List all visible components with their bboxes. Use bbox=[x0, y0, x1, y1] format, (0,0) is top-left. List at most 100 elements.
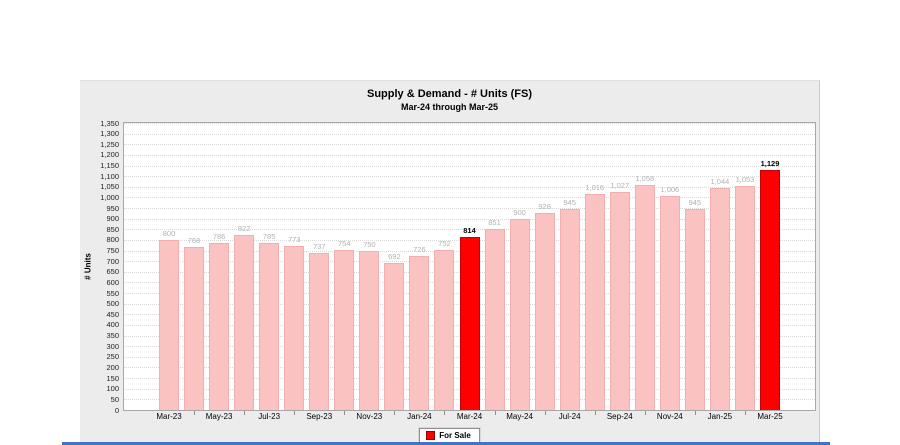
x-tick-label: Jul-24 bbox=[558, 412, 581, 421]
y-tick-label: 1,050 bbox=[100, 182, 119, 192]
x-tick-mark bbox=[644, 411, 646, 415]
y-tick-label: 600 bbox=[106, 277, 119, 287]
x-tick-label: Jan-24 bbox=[407, 412, 432, 421]
bar-Nov-24 bbox=[659, 196, 680, 410]
bar-value-label: 1,006 bbox=[660, 185, 680, 195]
bar-value-label: 928 bbox=[538, 201, 551, 211]
bar-May-23 bbox=[209, 242, 230, 410]
gridline bbox=[124, 197, 815, 199]
bar-Sep-24 bbox=[609, 191, 630, 410]
gridline bbox=[124, 176, 815, 178]
chart-title: Supply & Demand - # Units (FS) bbox=[366, 88, 532, 100]
x-tick-label: Sep-23 bbox=[306, 412, 333, 421]
chart-panel: Supply & Demand - # Units (FS) Mar-24 th… bbox=[62, 80, 830, 445]
bar-Oct-23 bbox=[334, 249, 355, 410]
bar-Jul-24 bbox=[559, 209, 580, 410]
bar-value-label: 786 bbox=[212, 231, 226, 241]
chart-subtitle: Mar-24 through Mar-25 bbox=[400, 102, 498, 112]
bar-Feb-25 bbox=[734, 186, 755, 410]
bar-value-label: 754 bbox=[338, 238, 351, 248]
bar-Jan-25 bbox=[709, 188, 730, 410]
bar-value-label: 752 bbox=[438, 239, 451, 249]
bar-value-label: 768 bbox=[187, 235, 201, 245]
x-tick-mark bbox=[444, 411, 446, 415]
x-tick-mark bbox=[244, 411, 246, 415]
y-tick-label: 100 bbox=[106, 384, 119, 394]
plot-area: 800 768 786 822 785 773 737 754 750 692 726 752 814 8… bbox=[123, 122, 816, 411]
gridline bbox=[124, 123, 815, 124]
y-tick-label: 400 bbox=[106, 320, 119, 330]
legend-color-swatch-icon bbox=[426, 431, 436, 441]
bar-value-label: 773 bbox=[287, 234, 301, 244]
x-tick-mark bbox=[744, 411, 746, 415]
y-tick-label: 1,250 bbox=[100, 139, 119, 149]
x-tick-mark bbox=[394, 411, 396, 415]
x-tick-label: Nov-23 bbox=[356, 412, 383, 421]
x-tick-mark bbox=[544, 411, 546, 415]
x-tick-mark bbox=[694, 411, 696, 415]
x-tick-label: Jul-23 bbox=[258, 412, 281, 421]
bar-value-label: 1,027 bbox=[610, 180, 630, 190]
gridline bbox=[124, 154, 815, 156]
bar-value-label: 785 bbox=[262, 232, 276, 242]
y-tick-label: 1,300 bbox=[100, 129, 119, 139]
bar-value-label: 1,053 bbox=[735, 175, 755, 185]
y-tick-label: 300 bbox=[106, 341, 119, 351]
y-tick-label: 750 bbox=[106, 246, 119, 256]
legend-label: For Sale bbox=[439, 431, 471, 441]
y-tick-label: 650 bbox=[106, 267, 119, 277]
bar-Apr-24 bbox=[484, 229, 505, 410]
x-tick-mark bbox=[194, 411, 196, 415]
bar-value-label: 900 bbox=[513, 207, 526, 217]
y-tick-label: 450 bbox=[106, 309, 119, 319]
y-tick-label: 150 bbox=[106, 373, 119, 383]
y-tick-label: 200 bbox=[106, 362, 119, 372]
bar-value-label: 1,016 bbox=[585, 183, 605, 193]
gridline bbox=[124, 229, 815, 231]
bar-Dec-23 bbox=[384, 262, 405, 410]
bar-Jun-24 bbox=[534, 212, 555, 410]
bar-Sep-23 bbox=[309, 253, 330, 410]
x-tick-label: Mar-25 bbox=[757, 412, 783, 421]
x-tick-label: Nov-24 bbox=[656, 412, 683, 421]
bar-value-label: 1,129 bbox=[760, 158, 780, 168]
bar-Aug-23 bbox=[284, 245, 305, 410]
y-tick-label: 950 bbox=[106, 203, 119, 213]
x-tick-label: Sep-24 bbox=[606, 412, 633, 421]
x-tick-label: Mar-23 bbox=[156, 412, 182, 421]
y-tick-label: 1,000 bbox=[100, 192, 119, 202]
x-tick-label: May-23 bbox=[205, 412, 233, 421]
bar-value-label: 1,058 bbox=[635, 174, 655, 184]
x-tick-mark bbox=[294, 411, 296, 415]
bar-value-label: 945 bbox=[563, 198, 576, 208]
bar-Feb-24 bbox=[434, 250, 455, 410]
y-tick-label: 350 bbox=[106, 331, 119, 341]
y-tick-label: 250 bbox=[106, 352, 119, 362]
bar-Jul-23 bbox=[259, 243, 280, 410]
y-tick-label: 1,350 bbox=[100, 118, 119, 128]
bar-value-label: 800 bbox=[162, 228, 176, 238]
legend: For Sale bbox=[80, 426, 819, 445]
y-tick-label: 50 bbox=[110, 394, 119, 404]
bar-value-label: 851 bbox=[488, 218, 501, 228]
y-tick-label: 800 bbox=[106, 235, 119, 245]
x-tick-mark bbox=[344, 411, 346, 415]
bottom-accent-bar bbox=[62, 442, 830, 445]
y-tick-label: 500 bbox=[106, 299, 119, 309]
gridline bbox=[124, 218, 815, 220]
bar-value-label: 692 bbox=[388, 251, 401, 261]
y-tick-label: 0 bbox=[114, 405, 119, 415]
bar-value-label: 822 bbox=[237, 224, 251, 234]
legend-box: For Sale bbox=[418, 426, 481, 445]
bar-Mar-24 bbox=[459, 236, 480, 410]
y-tick-label: 1,100 bbox=[100, 171, 119, 181]
bar-Jan-24 bbox=[409, 255, 430, 410]
bar-value-label: 814 bbox=[463, 225, 476, 235]
bar-Oct-24 bbox=[634, 185, 655, 410]
bar-May-24 bbox=[509, 218, 530, 410]
bar-value-label: 750 bbox=[363, 239, 376, 249]
y-tick-label: 1,200 bbox=[100, 150, 119, 160]
x-tick-mark bbox=[594, 411, 596, 415]
x-tick-mark bbox=[494, 411, 496, 415]
gridline bbox=[124, 186, 815, 188]
